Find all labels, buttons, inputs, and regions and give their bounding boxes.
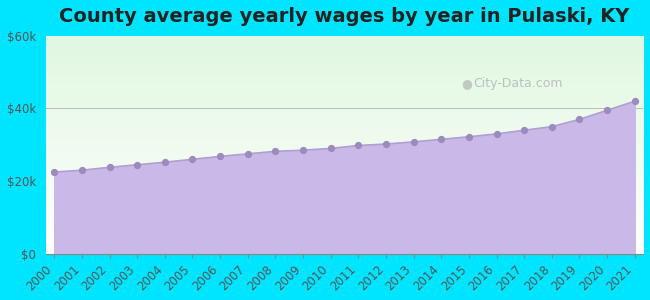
Point xyxy=(49,169,59,174)
Point xyxy=(408,140,419,144)
Point xyxy=(574,117,584,122)
Text: ●: ● xyxy=(461,77,472,90)
Point xyxy=(463,134,474,139)
Point xyxy=(160,160,170,165)
Point xyxy=(353,143,363,148)
Point xyxy=(602,108,612,113)
Point xyxy=(326,146,336,151)
Point xyxy=(519,128,529,133)
Point xyxy=(242,152,253,156)
Point xyxy=(187,157,198,162)
Point xyxy=(104,165,114,170)
Point xyxy=(491,131,502,136)
Point xyxy=(436,137,447,142)
Title: County average yearly wages by year in Pulaski, KY: County average yearly wages by year in P… xyxy=(59,7,630,26)
Text: City-Data.com: City-Data.com xyxy=(473,77,562,90)
Point xyxy=(132,162,142,167)
Point xyxy=(630,99,640,103)
Point xyxy=(298,148,308,153)
Point xyxy=(215,154,226,159)
Point xyxy=(381,142,391,146)
Point xyxy=(547,124,557,129)
Point xyxy=(270,149,281,154)
Point xyxy=(77,168,87,172)
